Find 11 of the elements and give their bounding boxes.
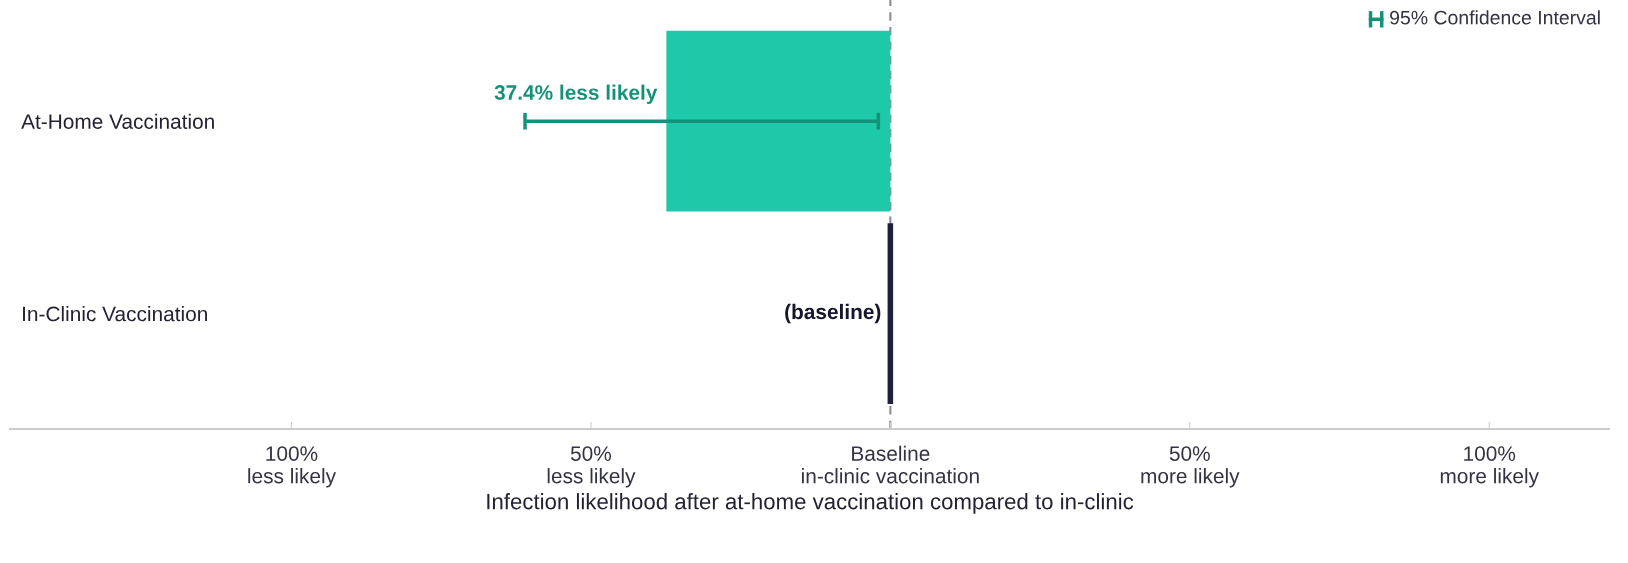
x-tick-label: 100% more likely <box>1440 446 1539 488</box>
y-tick-label: At-Home Vaccination <box>21 113 214 129</box>
x-axis-title: Infection likelihood after at-home vaccination compared to in-clinic <box>487 493 1134 514</box>
x-tick-label: Baseline in-clinic vaccination <box>802 445 979 484</box>
x-tick-label: 50% less likely <box>547 446 636 488</box>
annotation: 37.4% less likely <box>494 84 658 104</box>
annotation: (baseline) <box>785 303 881 324</box>
y-tick-label: In-Clinic Vaccination <box>23 306 207 322</box>
annotation: 95% Confidence Interval <box>1390 10 1600 25</box>
x-tick-label: 50% more likely <box>1141 446 1240 488</box>
x-tick-label: 100% less likely <box>248 446 336 488</box>
